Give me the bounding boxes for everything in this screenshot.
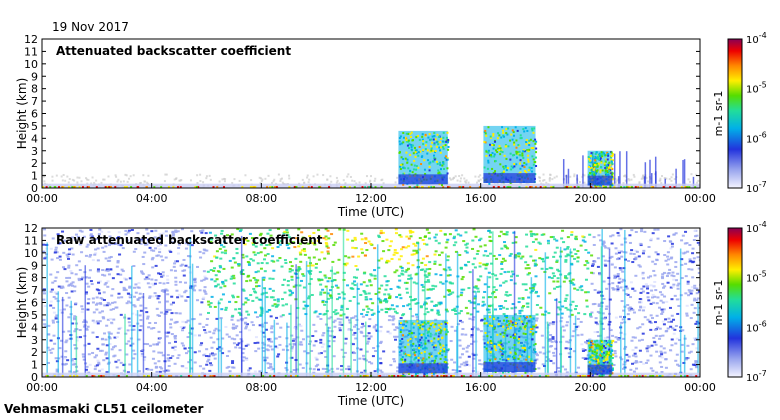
y-tick-label: 6	[31, 108, 38, 121]
y-tick-label: 6	[31, 297, 38, 310]
date-label: 19 Nov 2017	[52, 20, 129, 34]
y-tick-label: 2	[31, 346, 38, 359]
x-tick-label: 08:00	[245, 381, 277, 394]
y-tick-label: 11	[24, 45, 38, 58]
y-tick-label: 4	[31, 321, 38, 334]
colorbar: 10-7 10-6 10-5 10-4 m-1 sr-1	[712, 220, 767, 384]
colorbar-tick-label: 10-5	[746, 270, 767, 285]
cloud-feature	[483, 314, 538, 374]
x-tick-label: 16:00	[465, 192, 497, 205]
x-tick-label: 00:00	[684, 192, 716, 205]
cloud-feature	[398, 319, 450, 376]
y-tick-label: 10	[24, 58, 38, 71]
instrument-label: Vehmasmaki CL51 ceilometer	[4, 402, 204, 416]
colorbar-unit: m-1 sr-1	[712, 91, 725, 137]
y-tick-label: 9	[31, 70, 38, 83]
x-tick-label: 08:00	[245, 192, 277, 205]
cloud-feature	[587, 150, 615, 188]
x-tick-label: 00:00	[26, 381, 58, 394]
x-axis-label: Time (UTC)	[337, 394, 404, 408]
y-tick-label: 5	[31, 120, 38, 133]
x-tick-label: 20:00	[574, 381, 606, 394]
y-tick-label: 3	[31, 334, 38, 347]
y-tick-label: 0	[31, 182, 38, 195]
x-axis-label: Time (UTC)	[337, 205, 404, 219]
x-tick-label: 04:00	[136, 192, 168, 205]
colorbar-tick-label: 10-4	[746, 31, 767, 46]
colorbar: 10-7 10-6 10-5 10-4 m-1 sr-1	[712, 31, 767, 195]
x-tick-label: 00:00	[26, 192, 58, 205]
x-tick-label: 00:00	[684, 381, 716, 394]
cloud-feature	[398, 130, 450, 187]
colorbar-tick-label: 10-7	[746, 180, 767, 195]
y-axis-label: Height (km)	[15, 267, 29, 338]
y-axis-label: Height (km)	[15, 78, 29, 149]
x-tick-label: 20:00	[574, 192, 606, 205]
backscatter-texture	[42, 228, 700, 377]
y-tick-label: 1	[31, 359, 38, 372]
y-tick-label: 5	[31, 309, 38, 322]
colorbar-tick-label: 10-6	[746, 319, 767, 334]
y-tick-label: 11	[24, 234, 38, 247]
panel-title: Attenuated backscatter coefficient	[56, 44, 291, 58]
cloud-feature	[483, 125, 538, 185]
y-tick-label: 12	[24, 33, 38, 46]
x-tick-label: 12:00	[355, 192, 387, 205]
y-tick-label: 7	[31, 95, 38, 108]
y-tick-label: 0	[31, 371, 38, 384]
y-tick-label: 3	[31, 145, 38, 158]
y-tick-label: 7	[31, 284, 38, 297]
y-tick-label: 9	[31, 259, 38, 272]
cloud-feature	[587, 339, 615, 377]
y-tick-label: 12	[24, 222, 38, 235]
x-tick-label: 04:00	[136, 381, 168, 394]
colorbar-tick-label: 10-7	[746, 369, 767, 384]
backscatter-texture	[42, 125, 700, 188]
y-tick-label: 1	[31, 170, 38, 183]
y-tick-label: 2	[31, 157, 38, 170]
panel-title: Raw attenuated backscatter coefficient	[56, 233, 323, 247]
y-tick-label: 8	[31, 83, 38, 96]
x-tick-label: 12:00	[355, 381, 387, 394]
y-tick-label: 10	[24, 247, 38, 260]
colorbar-tick-label: 10-6	[746, 130, 767, 145]
y-tick-label: 8	[31, 272, 38, 285]
colorbar-unit: m-1 sr-1	[712, 280, 725, 326]
colorbar-tick-label: 10-4	[746, 220, 767, 235]
x-tick-label: 16:00	[465, 381, 497, 394]
colorbar-tick-label: 10-5	[746, 81, 767, 96]
y-tick-label: 4	[31, 132, 38, 145]
